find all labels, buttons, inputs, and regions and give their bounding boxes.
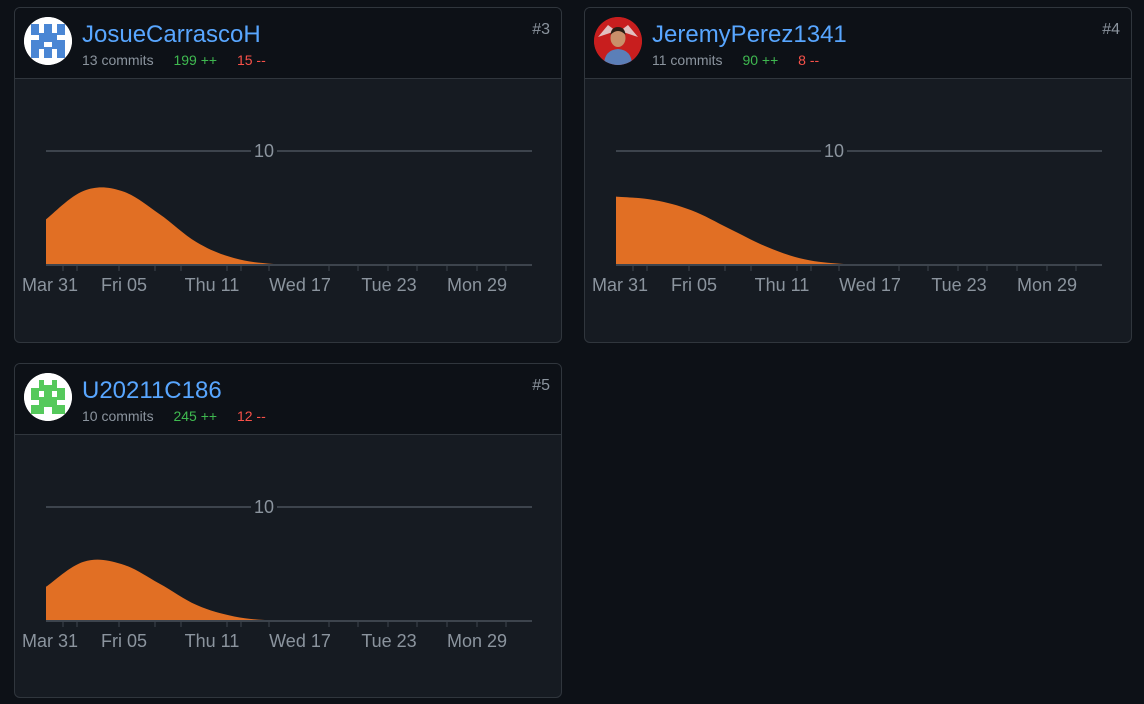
- username-link[interactable]: JosueCarrascoH: [82, 21, 261, 48]
- x-tick-label: Thu 11: [755, 275, 810, 295]
- commit-stats: 13 commits 199 ++ 15 --: [82, 52, 266, 68]
- y-tick-label: 10: [824, 141, 844, 161]
- x-tick-label: Thu 11: [185, 275, 240, 295]
- card-header: JeremyPerez1341 11 commits 90 ++ 8 -- #4: [585, 8, 1131, 79]
- contributor-card: U20211C186 10 commits 245 ++ 12 -- #5 10…: [14, 363, 562, 698]
- deletions-count: 15 --: [236, 52, 266, 68]
- commit-area-series: [46, 559, 532, 621]
- card-header: U20211C186 10 commits 245 ++ 12 -- #5: [15, 364, 561, 435]
- chart-svg: 10 Mar 31 Fri 05 Thu 11 Wed 17 Tue 23 Mon 29: [592, 141, 1102, 295]
- commit-activity-chart: 10 Mar 31 Fri 05 Thu 11 Wed 17 Tue 23 Mon 29: [585, 79, 1131, 341]
- y-tick-label-bg: [251, 497, 277, 517]
- x-tick-label: Wed 17: [269, 275, 331, 295]
- avatar[interactable]: [594, 17, 642, 65]
- rank-badge: #5: [532, 377, 550, 394]
- commits-link[interactable]: 11 commits: [652, 52, 723, 68]
- avatar[interactable]: [24, 373, 72, 421]
- commit-activity-chart: 10 Mar 31 Fri 05 Thu 11 Wed 17 Tue 23 Mon 29: [15, 435, 561, 697]
- x-tick-label: Wed 17: [269, 631, 331, 651]
- chart-svg: 10 Mar 31 Fri 05 Thu 11 Wed 17 Tue 23 Mon 29: [22, 497, 532, 651]
- contributor-card: JeremyPerez1341 11 commits 90 ++ 8 -- #4…: [584, 7, 1132, 343]
- card-header: JosueCarrascoH 13 commits 199 ++ 15 -- #…: [15, 8, 561, 79]
- additions-count: 199 ++: [173, 52, 218, 68]
- username-link[interactable]: JeremyPerez1341: [652, 21, 847, 48]
- x-tick-label: Mar 31: [592, 275, 648, 295]
- x-tick-label: Mon 29: [1017, 275, 1077, 295]
- profile-photo-icon: [594, 17, 642, 65]
- x-tick-label: Mon 29: [447, 275, 507, 295]
- x-tick-label: Mon 29: [447, 631, 507, 651]
- x-tick-label: Tue 23: [931, 275, 986, 295]
- commit-stats: 10 commits 245 ++ 12 --: [82, 408, 266, 424]
- chart-svg: 10 Mar 31 Fri 05 Thu 11 Wed 17 Tue 23 Mon 29: [22, 141, 532, 295]
- y-tick-label-bg: [821, 141, 847, 161]
- x-tick-label: Mar 31: [22, 631, 78, 651]
- rank-badge: #3: [532, 21, 550, 38]
- deletions-count: 12 --: [236, 408, 266, 424]
- commits-link[interactable]: 10 commits: [82, 408, 154, 424]
- avatar[interactable]: [24, 17, 72, 65]
- x-tick-label: Fri 05: [671, 275, 717, 295]
- identicon-icon: [24, 373, 72, 421]
- commit-activity-chart: 10 Mar 31 Fri 05 Thu 11 Wed 17 Tue 23 Mon 29: [15, 79, 561, 341]
- y-tick-label-bg: [251, 141, 277, 161]
- commits-link[interactable]: 13 commits: [82, 52, 154, 68]
- additions-count: 245 ++: [173, 408, 218, 424]
- contributor-card: JosueCarrascoH 13 commits 199 ++ 15 -- #…: [14, 7, 562, 343]
- y-tick-label: 10: [254, 497, 274, 517]
- x-tick-label: Tue 23: [361, 631, 416, 651]
- x-tick-label: Tue 23: [361, 275, 416, 295]
- x-tick-label: Thu 11: [185, 631, 240, 651]
- username-link[interactable]: U20211C186: [82, 377, 222, 404]
- additions-count: 90 ++: [742, 52, 779, 68]
- identicon-icon: [24, 17, 72, 65]
- x-tick-label: Fri 05: [101, 275, 147, 295]
- y-tick-label: 10: [254, 141, 274, 161]
- commit-area-series: [616, 196, 1102, 265]
- deletions-count: 8 --: [798, 52, 820, 68]
- rank-badge: #4: [1102, 21, 1120, 38]
- x-tick-label: Wed 17: [839, 275, 901, 295]
- x-tick-label: Fri 05: [101, 631, 147, 651]
- x-tick-label: Mar 31: [22, 275, 78, 295]
- commit-stats: 11 commits 90 ++ 8 --: [652, 52, 819, 68]
- commit-area-series: [46, 187, 532, 265]
